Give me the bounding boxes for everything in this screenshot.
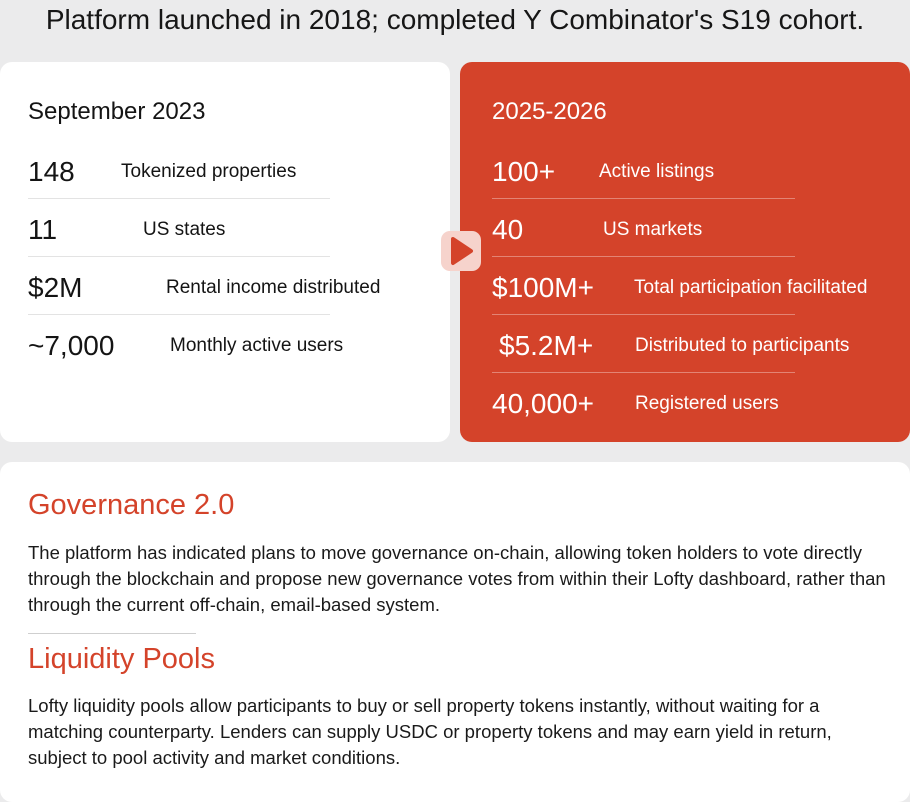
play-arrow-icon [438, 228, 484, 274]
stat-value: $100M+ [492, 272, 594, 303]
stat-value: 11 [28, 214, 58, 245]
stat-label: US states [143, 219, 226, 240]
section-heading-liquidity: Liquidity Pools [28, 643, 215, 675]
stat-divider [28, 198, 330, 199]
page-headline: Platform launched in 2018; completed Y C… [45, 4, 865, 35]
stat-label: Total participation facilitated [634, 277, 868, 298]
stat-divider [28, 314, 330, 315]
stat-divider [492, 256, 795, 257]
stat-label: Monthly active users [170, 335, 344, 356]
stat-label: US markets [603, 219, 703, 240]
section-body-liquidity: Lofty liquidity pools allow participants… [28, 695, 832, 768]
stat-label: Rental income distributed [166, 277, 381, 298]
stat-divider [492, 198, 795, 199]
stat-divider [492, 372, 795, 373]
section-heading-governance: Governance 2.0 [28, 489, 235, 521]
stat-label: Tokenized properties [121, 161, 297, 182]
stat-label: Registered users [635, 393, 779, 414]
stat-value: 40,000+ [492, 388, 594, 419]
stat-value: 148 [28, 156, 75, 187]
section-body-governance: The platform has indicated plans to move… [28, 542, 886, 615]
stat-label: Active listings [599, 161, 715, 182]
stat-value: $2M [28, 272, 83, 303]
section-divider [28, 633, 196, 634]
roadmap-card: Governance 2.0 The platform has indicate… [0, 462, 910, 802]
stat-value: 100+ [492, 156, 556, 187]
after-card-title: 2025-2026 [492, 98, 607, 125]
stat-divider [28, 256, 330, 257]
stat-value: $5.2M+ [499, 330, 594, 361]
stat-value: 40 [492, 214, 524, 245]
before-card-title: September 2023 [28, 98, 206, 125]
stat-divider [492, 314, 795, 315]
stat-value: ~7,000 [28, 330, 115, 361]
stat-label: Distributed to participants [635, 335, 850, 356]
before-stats-card: September 2023 148 Tokenized properties … [0, 62, 450, 442]
after-stats-card: 2025-2026 100+ Active listings 40 US mar… [460, 62, 910, 442]
